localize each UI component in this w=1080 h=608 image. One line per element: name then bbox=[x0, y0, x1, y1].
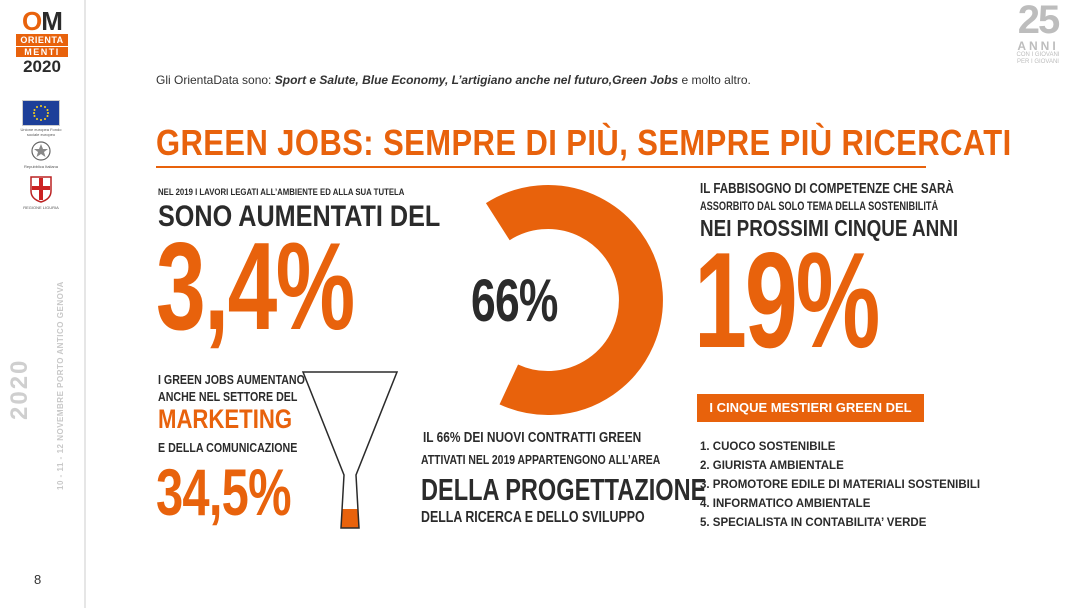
growth-line2: SONO AUMENTATI DEL bbox=[158, 200, 441, 233]
marketing-value: 34,5% bbox=[156, 455, 292, 529]
logo-year: 2020 bbox=[23, 57, 61, 76]
intro-topics: Sport e Salute, Blue Economy, L’artigian… bbox=[274, 73, 679, 87]
skills-line3: NEI PROSSIMI CINQUE ANNI bbox=[700, 215, 959, 241]
logo-letter-o: O bbox=[22, 6, 42, 36]
contracts-line2: ATTIVATI NEL 2019 APPARTENGONO ALL’AREA bbox=[421, 452, 661, 467]
intro-text: Gli OrientaData sono: Sport e Salute, Bl… bbox=[156, 73, 751, 87]
anniversary-badge: 25 ANNI CON I GIOVANI PER I GIOVANI bbox=[1014, 0, 1062, 66]
list-item: 3. PROMOTORE EDILE DI MATERIALI SOSTENIB… bbox=[700, 479, 981, 491]
marketing-line2: ANCHE NEL SETTORE DEL bbox=[158, 389, 298, 404]
anniversary-sub1: CON I GIOVANI bbox=[1016, 52, 1060, 58]
anniversary-number: 25 bbox=[1017, 0, 1061, 42]
marketing-highlight: MARKETING bbox=[158, 404, 293, 434]
italian-republic-emblem-icon bbox=[30, 140, 52, 162]
funnel-fill bbox=[303, 509, 397, 528]
list-item: 1. CUOCO SOSTENIBILE bbox=[700, 441, 836, 453]
contracts-line3: DELLA PROGETTAZIONE bbox=[421, 472, 707, 507]
page-title: GREEN JOBS: SEMPRE DI PIÙ, SEMPRE PIÙ RI… bbox=[156, 122, 1012, 163]
growth-line1: NEL 2019 I LAVORI LEGATI ALL’AMBIENTE ED… bbox=[158, 187, 405, 198]
title-underline bbox=[156, 166, 926, 168]
skills-line2: ASSORBITO DAL SOLO TEMA DELLA SOSTENIBIL… bbox=[700, 201, 939, 213]
logo-letter-m: M bbox=[41, 6, 63, 36]
logo-orienta: ORIENTA bbox=[16, 34, 68, 46]
eu-caption: Unione europea Fondo sociale europeo bbox=[20, 127, 62, 137]
contracts-line1: IL 66% DEI NUOVI CONTRATTI GREEN bbox=[423, 430, 642, 446]
marketing-line1: I GREEN JOBS AUMENTANO bbox=[158, 372, 305, 387]
republic-caption: Repubblica Italiana bbox=[23, 164, 59, 169]
orientamenti-logo: OM ORIENTA MENTI 2020 bbox=[16, 8, 68, 77]
skills-value: 19% bbox=[694, 224, 880, 376]
list-item: 4. INFORMATICO AMBIENTALE bbox=[700, 498, 871, 510]
page-number: 8 bbox=[34, 572, 42, 587]
funnel-gauge bbox=[301, 371, 399, 529]
ring-value: 66% bbox=[471, 267, 558, 334]
rail-year: 2020 bbox=[6, 358, 33, 420]
logo-menti: MENTI bbox=[16, 47, 68, 57]
skills-line1: IL FABBISOGNO DI COMPETENZE CHE SARÀ bbox=[700, 181, 954, 197]
list-item: 2. GIURISTA AMBIENTALE bbox=[700, 460, 844, 472]
anniversary-word: ANNI bbox=[1017, 39, 1059, 53]
rail-event-dates: 10 - 11 - 12 NOVEMBRE PORTO ANTICO GENOV… bbox=[56, 281, 65, 490]
anniversary-sub2: PER I GIOVANI bbox=[1017, 59, 1059, 65]
intro-suffix: e molto altro. bbox=[678, 73, 751, 87]
eu-flag-icon bbox=[22, 100, 60, 126]
liguria-region-emblem-icon bbox=[28, 175, 54, 203]
contracts-line4: DELLA RICERCA E DELLO SVILUPPO bbox=[421, 509, 645, 526]
intro-prefix: Gli OrientaData sono: bbox=[156, 73, 275, 87]
region-caption: REGIONE LIGURIA bbox=[23, 205, 59, 210]
contracts-ring-chart bbox=[433, 185, 663, 416]
ring-arc bbox=[485, 185, 663, 416]
funnel-outline bbox=[301, 371, 399, 529]
left-rail: OM ORIENTA MENTI 2020 Unione europea Fon… bbox=[0, 0, 86, 608]
marketing-line3: E DELLA COMUNICAZIONE bbox=[158, 440, 298, 455]
list-item: 5. SPECIALISTA IN CONTABILITA’ VERDE bbox=[700, 517, 927, 529]
jobs-list: 1. CUOCO SOSTENIBILE 2. GIURISTA AMBIENT… bbox=[700, 438, 980, 533]
growth-value: 3,4% bbox=[156, 218, 355, 356]
jobs-heading: I CINQUE MESTIERI GREEN DEL FUTURO bbox=[697, 394, 924, 443]
